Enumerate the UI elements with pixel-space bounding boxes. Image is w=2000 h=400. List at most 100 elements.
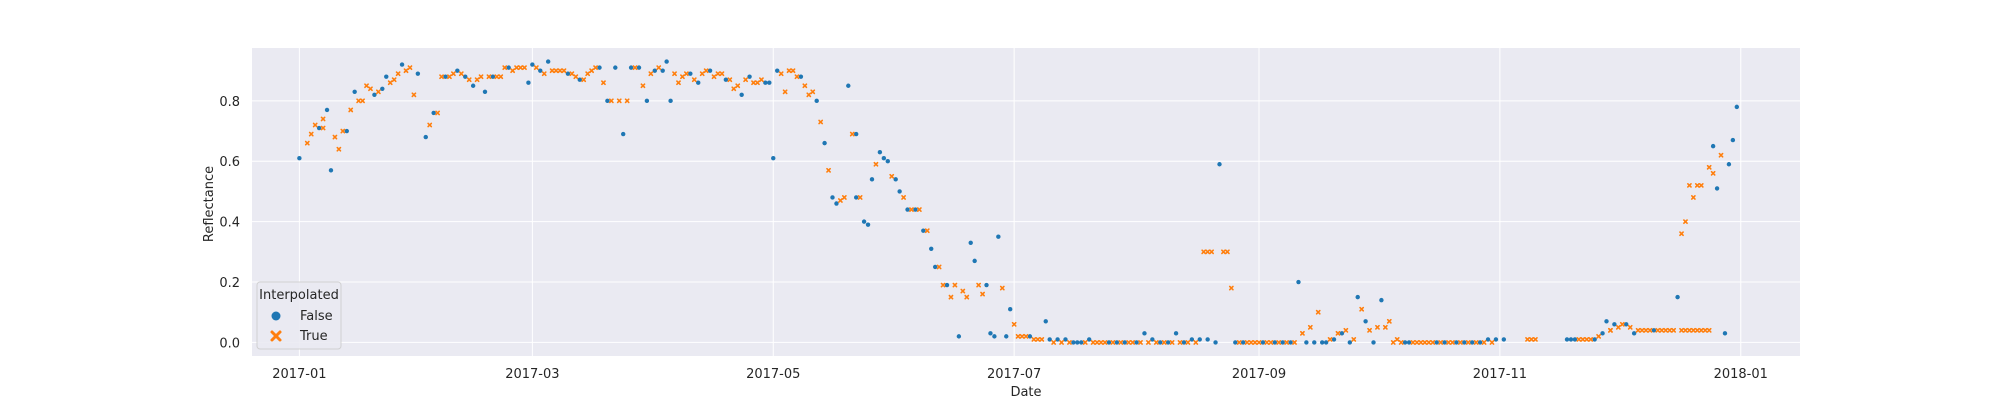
- point-interpolated-false: [605, 98, 610, 104]
- y-tick-label: 0.2: [219, 276, 240, 291]
- point-interpolated-true: [1529, 336, 1534, 342]
- x-tick-label: 2017-05: [746, 367, 800, 382]
- point-interpolated-false: [415, 71, 421, 76]
- point-interpolated-true: [407, 65, 413, 71]
- point-interpolated-true: [1209, 249, 1215, 255]
- x-tick-label: 2017-01: [272, 367, 326, 382]
- point-interpolated-false: [1493, 337, 1499, 342]
- point-interpolated-false: [1726, 162, 1732, 167]
- point-interpolated-true: [1683, 327, 1688, 333]
- point-interpolated-true: [964, 294, 970, 300]
- point-interpolated-false: [1272, 340, 1277, 345]
- point-interpolated-false: [538, 68, 543, 73]
- point-interpolated-false: [1205, 337, 1210, 342]
- point-interpolated-false: [628, 65, 634, 70]
- point-interpolated-true: [466, 77, 472, 83]
- point-interpolated-false: [660, 68, 665, 73]
- point-interpolated-false: [1612, 322, 1617, 327]
- point-interpolated-true: [458, 71, 464, 77]
- point-interpolated-true: [1067, 340, 1072, 345]
- point-interpolated-false: [443, 74, 448, 79]
- y-tick-label: 0.6: [219, 155, 240, 170]
- point-interpolated-false: [834, 201, 839, 206]
- y-tick-label: 0.4: [219, 216, 240, 231]
- point-interpolated-true: [640, 83, 646, 89]
- point-interpolated-true: [1465, 340, 1471, 345]
- point-interpolated-false: [830, 195, 835, 200]
- point-interpolated-false: [1106, 340, 1112, 345]
- point-interpolated-true: [332, 134, 338, 140]
- point-interpolated-false: [739, 92, 744, 98]
- point-interpolated-false: [869, 177, 875, 182]
- point-interpolated-true: [1327, 336, 1333, 342]
- point-interpolated-true: [1284, 340, 1290, 345]
- point-interpolated-true: [304, 140, 310, 146]
- point-interpolated-false: [384, 74, 389, 79]
- point-interpolated-true: [755, 80, 760, 86]
- point-interpolated-false: [1063, 337, 1068, 342]
- point-interpolated-true: [790, 68, 796, 74]
- point-interpolated-false: [621, 131, 626, 137]
- x-axis-label: Date: [1010, 385, 1041, 400]
- point-interpolated-true: [1307, 324, 1313, 330]
- plot-background: [252, 48, 1800, 356]
- x-tick-label: 2018-01: [1714, 367, 1768, 382]
- point-interpolated-true: [573, 74, 579, 80]
- point-interpolated-true: [624, 98, 630, 104]
- point-interpolated-true: [826, 167, 831, 173]
- point-interpolated-true: [1430, 340, 1436, 345]
- point-interpolated-true: [976, 282, 982, 288]
- point-interpolated-false: [767, 80, 772, 85]
- point-interpolated-true: [435, 110, 441, 116]
- point-interpolated-false: [506, 65, 511, 70]
- point-interpolated-true: [1584, 336, 1590, 342]
- point-interpolated-true: [569, 71, 575, 77]
- point-interpolated-true: [1643, 327, 1649, 333]
- point-interpolated-true: [533, 65, 539, 71]
- point-interpolated-true: [1221, 249, 1226, 255]
- point-interpolated-false: [1086, 337, 1092, 342]
- point-interpolated-true: [1367, 327, 1372, 333]
- point-interpolated-false: [636, 65, 642, 70]
- point-interpolated-true: [818, 119, 824, 125]
- point-interpolated-true: [1082, 340, 1088, 345]
- point-interpolated-true: [1690, 327, 1696, 333]
- point-interpolated-true: [494, 74, 500, 80]
- point-interpolated-true: [1489, 340, 1495, 345]
- point-interpolated-false: [747, 74, 752, 79]
- point-interpolated-false: [1165, 340, 1171, 345]
- point-interpolated-false: [861, 219, 867, 224]
- point-interpolated-false: [897, 189, 902, 194]
- point-interpolated-true: [837, 198, 843, 203]
- point-interpolated-false: [1319, 340, 1325, 345]
- point-interpolated-true: [841, 195, 847, 200]
- point-interpolated-false: [1572, 337, 1578, 342]
- point-interpolated-true: [924, 228, 930, 234]
- point-interpolated-true: [1390, 340, 1396, 345]
- point-interpolated-false: [865, 222, 871, 227]
- point-interpolated-false: [846, 83, 851, 88]
- point-interpolated-false: [1079, 340, 1084, 345]
- point-interpolated-false: [1071, 340, 1076, 345]
- point-interpolated-false: [1462, 340, 1467, 345]
- point-interpolated-true: [759, 77, 764, 83]
- point-interpolated-true: [1698, 182, 1704, 188]
- point-interpolated-false: [1323, 340, 1329, 345]
- point-interpolated-true: [1351, 336, 1357, 342]
- point-interpolated-true: [1710, 170, 1716, 176]
- point-interpolated-true: [498, 74, 504, 80]
- point-interpolated-true: [1130, 340, 1136, 345]
- point-interpolated-false: [893, 177, 898, 182]
- point-interpolated-true: [656, 65, 662, 71]
- point-interpolated-true: [1228, 285, 1234, 291]
- point-interpolated-true: [1580, 336, 1586, 342]
- point-interpolated-false: [463, 74, 468, 79]
- point-interpolated-true: [1615, 324, 1621, 330]
- point-interpolated-true: [1386, 318, 1392, 324]
- point-interpolated-true: [585, 71, 591, 77]
- point-interpolated-false: [984, 282, 989, 288]
- point-interpolated-false: [352, 89, 357, 94]
- point-interpolated-false: [944, 282, 950, 288]
- point-interpolated-false: [1363, 319, 1368, 324]
- point-interpolated-true: [510, 68, 516, 74]
